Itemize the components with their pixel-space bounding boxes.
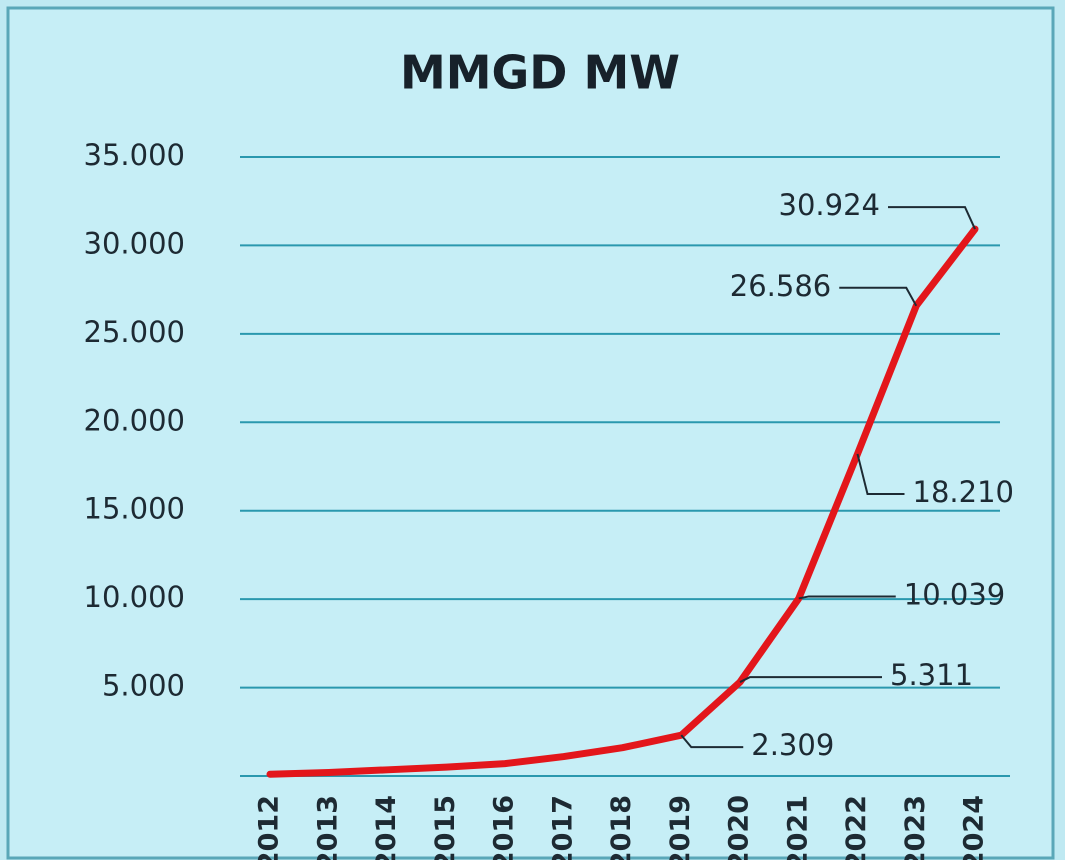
x-tick-label: 2023 [900,795,931,860]
data-label: 26.586 [730,269,831,303]
y-tick-label: 25.000 [84,315,185,349]
x-tick-label: 2024 [959,795,990,860]
data-label: 10.039 [904,577,1005,611]
x-tick-label: 2019 [665,795,696,860]
x-tick-label: 2020 [724,795,755,860]
y-tick-label: 15.000 [84,492,185,526]
chart-title: MMGD MW [400,46,680,100]
screen-panel [6,6,1055,860]
data-label: 5.311 [890,658,973,692]
x-tick-label: 2021 [782,795,813,860]
leader-line [680,734,744,749]
x-tick-label: 2015 [430,795,461,860]
data-label: 2.309 [751,728,834,762]
x-tick-label: 2018 [606,795,637,860]
x-tick-label: 2012 [254,795,285,860]
x-tick-label: 2013 [312,795,343,860]
x-tick-label: 2017 [547,795,578,860]
leader-line [739,676,882,683]
data-label: 30.924 [779,188,880,222]
x-tick-label: 2014 [371,795,402,860]
x-tick-label: 2016 [489,795,520,860]
y-tick-label: 10.000 [84,580,185,614]
y-tick-label: 5.000 [102,669,185,703]
data-label: 18.210 [913,475,1014,509]
leader-line [839,286,918,307]
y-tick-label: 35.000 [84,138,185,172]
leader-line [888,206,976,230]
y-tick-label: 20.000 [84,403,185,437]
leader-line [798,595,896,600]
leader-line [856,453,905,495]
y-tick-label: 30.000 [84,226,185,260]
x-tick-label: 2022 [841,795,872,860]
